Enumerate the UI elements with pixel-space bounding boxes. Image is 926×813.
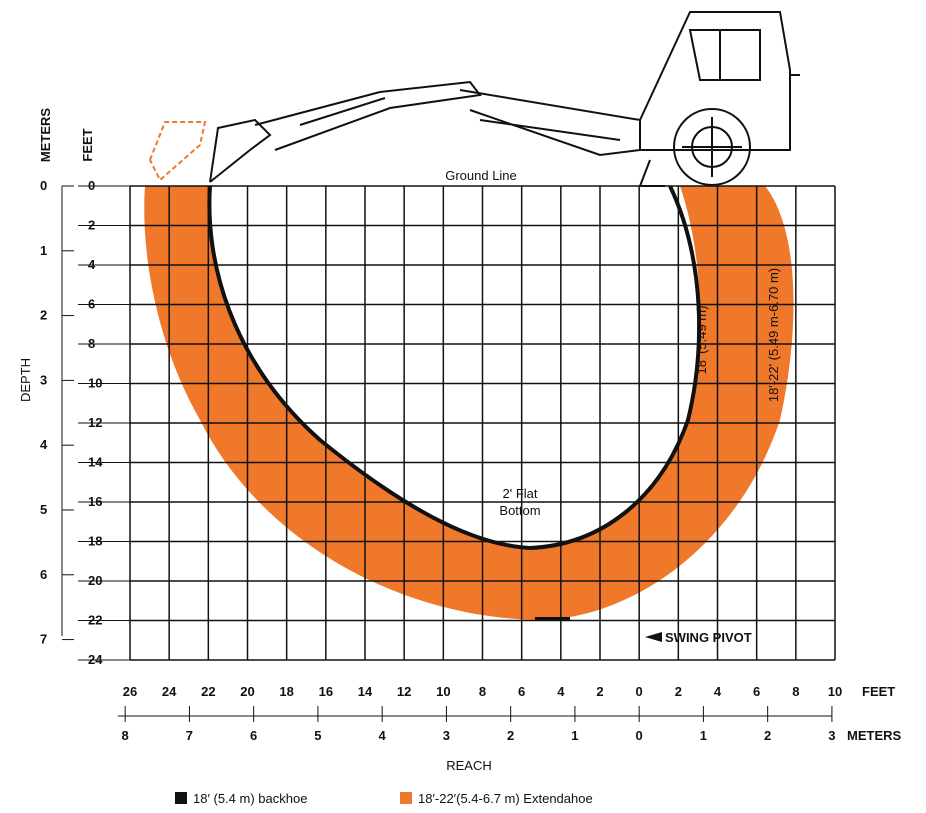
depth-feet-tick-label: 24 <box>88 652 103 667</box>
swing-pivot-marker <box>535 617 570 621</box>
legend: 18′ (5.4 m) backhoe 18′-22′(5.4-6.7 m) E… <box>175 791 593 806</box>
reach-feet-tick-label: 6 <box>753 684 760 699</box>
reach-meters-unit: METERS <box>847 728 902 743</box>
bucket <box>210 120 270 182</box>
depth-feet-tick-label: 10 <box>88 376 102 391</box>
depth-meters-tick-label: 5 <box>40 502 47 517</box>
reach-feet-tick-label: 20 <box>240 684 254 699</box>
reach-feet-tick-label: 26 <box>123 684 137 699</box>
reach-feet-tick-label: 10 <box>828 684 842 699</box>
reach-meters-tick-label: 5 <box>314 728 321 743</box>
swing-pivot-label: SWING PIVOT <box>665 630 752 645</box>
reach-feet-tick-label: 12 <box>397 684 411 699</box>
legend-swatch-backhoe <box>175 792 187 804</box>
reach-feet-unit: FEET <box>862 684 895 699</box>
reach-feet-tick-label: 8 <box>792 684 799 699</box>
reach-feet-tick-label: 14 <box>358 684 373 699</box>
reach-feet-tick-label: 6 <box>518 684 525 699</box>
backhoe-machine-illustration <box>150 12 800 186</box>
depth-feet-tick-label: 18 <box>88 534 102 549</box>
reach-feet-tick-label: 2 <box>675 684 682 699</box>
depth-feet-tick-label: 16 <box>88 494 102 509</box>
flat-bottom-label-line2: Bottom <box>499 503 540 518</box>
depth-meters-tick-label: 6 <box>40 567 47 582</box>
reach-feet-tick-label: 24 <box>162 684 177 699</box>
reach-meters-tick-label: 7 <box>186 728 193 743</box>
depth-feet-tick-label: 8 <box>88 336 95 351</box>
flat-bottom-label-line1: 2' Flat <box>503 486 538 501</box>
depth-meters-tick-label: 4 <box>40 437 48 452</box>
reach-feet-scale: 26 24 22 20 18 16 14 12 10 8 6 4 2 0 2 4 6 8 10 <box>123 684 842 699</box>
reach-meters-tick-label: 3 <box>828 728 835 743</box>
reach-meters-tick-label: 2 <box>507 728 514 743</box>
reach-feet-tick-label: 4 <box>714 684 722 699</box>
depth-meters-tick-label: 7 <box>40 632 47 647</box>
reach-meters-tick-label: 3 <box>443 728 450 743</box>
reach-meters-tick-label: 4 <box>379 728 387 743</box>
reach-feet-tick-label: 8 <box>479 684 486 699</box>
extendahoe-envelope <box>144 186 793 620</box>
feet-axis-title: FEET <box>80 128 95 161</box>
depth-feet-tick-label: 2 <box>88 218 95 233</box>
outer-depth-label: 18'-22' (5.49 m-6.70 m) <box>766 268 781 402</box>
reach-feet-tick-label: 4 <box>557 684 565 699</box>
reach-meters-tick-label: 1 <box>700 728 707 743</box>
reach-meters-tick-label: 8 <box>122 728 129 743</box>
depth-meters-tick-label: 1 <box>40 243 47 258</box>
depth-axis-title: DEPTH <box>18 358 33 402</box>
reach-axis-title: REACH <box>446 758 492 773</box>
reach-feet-tick-label: 22 <box>201 684 215 699</box>
stabilizer <box>640 160 665 186</box>
depth-feet-tick-label: 6 <box>88 297 95 312</box>
depth-meters-scale: 0 1 2 3 4 5 6 7 <box>40 178 74 647</box>
boom <box>460 90 640 155</box>
meters-axis-title: METERS <box>38 108 53 163</box>
reach-feet-tick-label: 0 <box>636 684 643 699</box>
reach-meters-scale: 8 7 6 5 4 3 2 1 0 1 2 3 <box>118 706 836 743</box>
reach-meters-tick-label: 6 <box>250 728 257 743</box>
depth-meters-tick-label: 2 <box>40 308 47 323</box>
ground-line-label: Ground Line <box>445 168 517 183</box>
reach-meters-tick-label: 1 <box>571 728 578 743</box>
dipper-arm <box>255 82 480 150</box>
depth-meters-tick-label: 0 <box>40 178 47 193</box>
depth-feet-tick-label: 0 <box>88 178 95 193</box>
depth-meters-tick-label: 3 <box>40 372 47 387</box>
depth-feet-tick-label: 12 <box>88 415 102 430</box>
reach-feet-tick-label: 2 <box>596 684 603 699</box>
legend-swatch-extendahoe <box>400 792 412 804</box>
legend-label-backhoe: 18′ (5.4 m) backhoe <box>193 791 307 806</box>
reach-feet-tick-label: 10 <box>436 684 450 699</box>
swing-pivot-arrow-icon <box>645 632 662 642</box>
reach-meters-tick-label: 2 <box>764 728 771 743</box>
reach-feet-tick-label: 16 <box>319 684 333 699</box>
depth-feet-tick-label: 4 <box>88 257 96 272</box>
reach-meters-tick-label: 0 <box>636 728 643 743</box>
inner-depth-label: 18' (5.49 m) <box>694 306 709 375</box>
depth-feet-tick-label: 22 <box>88 613 102 628</box>
depth-feet-tick-label: 20 <box>88 573 102 588</box>
legend-label-extendahoe: 18′-22′(5.4-6.7 m) Extendahoe <box>418 791 593 806</box>
depth-feet-tick-label: 14 <box>88 455 103 470</box>
reach-feet-tick-label: 18 <box>279 684 293 699</box>
extended-bucket-outline <box>150 122 205 180</box>
